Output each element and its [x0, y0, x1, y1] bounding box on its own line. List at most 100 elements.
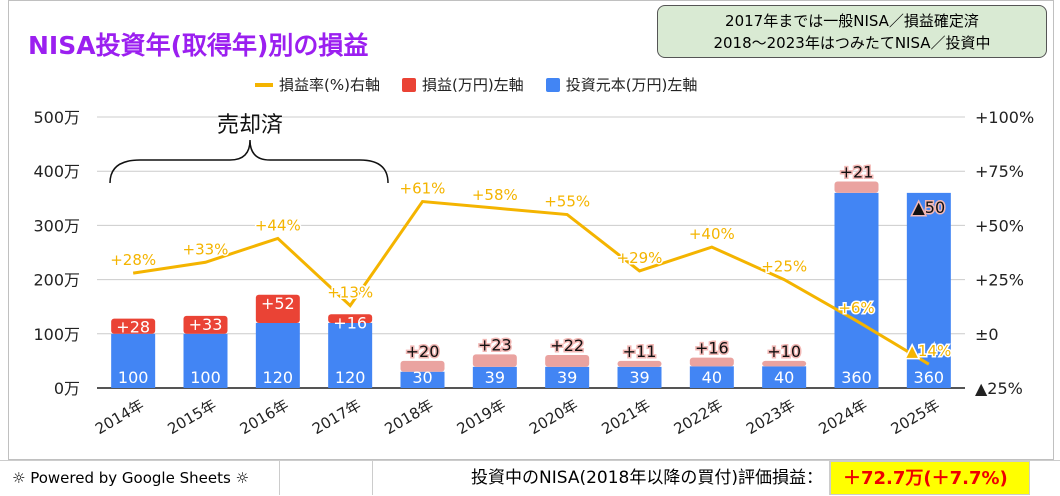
sold-annotation: 売却済: [217, 113, 283, 138]
profit-bar: [617, 360, 662, 367]
right-tick-label: +50%: [975, 216, 1024, 235]
profit-label: +23: [478, 335, 512, 354]
note-line-1: 2017年までは一般NISA／損益確定済: [725, 12, 979, 30]
principal-label: 120: [335, 368, 366, 387]
principal-label: 30: [412, 368, 432, 387]
principal-label: 120: [263, 368, 294, 387]
rate-label: +6%: [838, 299, 874, 317]
x-tick-label: 2020年: [526, 396, 581, 438]
x-tick-label: 2016年: [237, 396, 292, 438]
principal-bar: [545, 366, 590, 388]
left-tick-label: 500万: [33, 108, 80, 127]
plot-area: 0万 100万 200万 300万 400万 500万 ▲25% ±0 +25% +50% +75%…: [33, 108, 1034, 438]
principal-label: 360: [841, 368, 872, 387]
left-tick-label: 400万: [33, 162, 80, 181]
note-box: 2017年までは一般NISA／損益確定済 2018～2023年はつみたてNISA…: [657, 5, 1047, 58]
principal-label: 360: [914, 368, 945, 387]
x-tick-label: 2018年: [381, 396, 436, 438]
profit-bar: [472, 354, 517, 367]
principal-label: 100: [118, 368, 149, 387]
principal-bar: [183, 333, 228, 388]
left-tick-label: 100万: [33, 325, 80, 344]
x-tick-label: 2024年: [815, 396, 870, 438]
profit-label: +11: [623, 342, 657, 361]
rate-label: +40%: [689, 225, 735, 243]
right-tick-label: +75%: [975, 162, 1024, 181]
left-tick-label: 300万: [33, 216, 80, 235]
footer-row: ☼ Powered by Google Sheets ☼ 投資中のNISA(20…: [0, 460, 1060, 495]
principal-bar: [400, 371, 445, 388]
profit-label: ▲50: [912, 198, 945, 217]
x-tick-label: 2019年: [454, 396, 509, 438]
rate-label: +33%: [183, 240, 229, 258]
profit-bar: [400, 360, 445, 372]
x-tick-label: 2025年: [888, 396, 943, 438]
right-tick-label: ±0: [975, 325, 999, 344]
rate-line: [132, 199, 930, 366]
chart-title: NISA投資年(取得年)別の損益: [28, 31, 369, 60]
chart-container: [8, 0, 1054, 460]
rate-label: ▲14%: [906, 342, 951, 360]
left-tick-label: 200万: [33, 271, 80, 290]
profit-label: +10: [767, 342, 801, 361]
right-tick-label: ▲25%: [975, 379, 1023, 398]
profit-label: +52: [261, 294, 295, 313]
legend-rate: 損益率(%)右軸: [255, 74, 380, 95]
profit-bar: [111, 318, 156, 334]
note-line-2: 2018～2023年はつみたてNISA／投資中: [713, 34, 991, 52]
rate-label: +44%: [255, 216, 301, 234]
principal-bar: [255, 322, 300, 388]
profit-bar: [183, 315, 228, 334]
principal-bar: [111, 333, 156, 388]
principal-bar: [472, 366, 517, 388]
principal-label: 40: [774, 368, 794, 387]
brace-icon: [109, 139, 389, 184]
principal-label: 39: [485, 368, 505, 387]
x-tick-label: 2021年: [598, 396, 653, 438]
rate-label: +29%: [617, 249, 663, 267]
principal-bar: [617, 366, 662, 388]
rate-label: +61%: [400, 180, 446, 198]
red-swatch-icon: [401, 77, 416, 92]
profit-bar: [328, 314, 373, 323]
x-tick-label: 2014年: [92, 396, 147, 438]
x-tick-label: 2015年: [164, 396, 219, 438]
principal-bar: [834, 192, 879, 388]
profit-bar: [545, 354, 590, 367]
profit-label: +16: [695, 339, 729, 358]
x-tick-label: 2022年: [671, 396, 726, 438]
legend-profit: 損益(万円)左軸: [401, 74, 524, 95]
right-tick-label: +25%: [975, 271, 1024, 290]
line-swatch-icon: [255, 82, 273, 87]
rate-label: +58%: [472, 186, 518, 204]
profit-label: +28: [116, 318, 150, 337]
profit-bar: [255, 294, 300, 323]
result-label: 投資中のNISA(2018年以降の買付)評価損益：: [372, 461, 830, 495]
profit-bar: [762, 360, 807, 367]
principal-bar: [762, 366, 807, 388]
legend: 損益率(%)右軸 損益(万円)左軸 投資元本(万円)左軸: [255, 74, 697, 95]
powered-by: ☼ Powered by Google Sheets ☼: [0, 461, 280, 495]
profit-label: +20: [406, 342, 440, 361]
profit-label: +16: [333, 313, 367, 332]
right-tick-label: +100%: [975, 108, 1034, 127]
rate-label: +28%: [110, 251, 156, 269]
principal-label: 39: [557, 368, 577, 387]
rate-label: +55%: [544, 193, 590, 211]
principal-label: 100: [190, 368, 221, 387]
principal-bar: [328, 322, 373, 388]
profit-bar: [689, 357, 734, 367]
x-tick-label: 2017年: [309, 396, 364, 438]
blue-swatch-icon: [545, 77, 560, 92]
profit-label: +22: [550, 336, 584, 355]
empty-cell: [280, 461, 373, 495]
principal-label: 39: [629, 368, 649, 387]
principal-label: 40: [702, 368, 722, 387]
profit-bar: [834, 181, 879, 193]
principal-bar: [689, 366, 734, 388]
result-value: ＋72.7万(＋7.7%): [830, 461, 1030, 495]
left-tick-label: 0万: [54, 379, 80, 398]
x-tick-label: 2023年: [743, 396, 798, 438]
profit-label: +21: [840, 162, 874, 181]
rate-label: +25%: [761, 258, 807, 276]
